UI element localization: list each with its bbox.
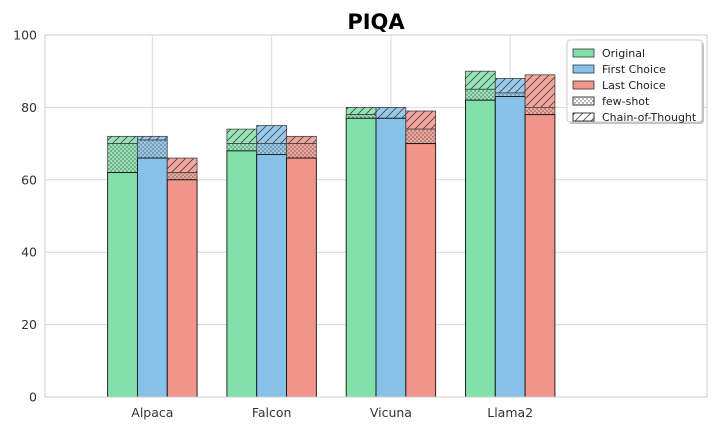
bar-cot-hatch (524, 74, 556, 108)
bar-fewshot-dots (166, 172, 198, 181)
legend: Original First Choice Last Choice few-shot C… (566, 39, 704, 124)
bar-base (256, 154, 287, 398)
legend-swatch-pattern (572, 112, 595, 122)
bar-fewshot-dots (494, 92, 526, 97)
bar-base (345, 117, 377, 398)
bar-cot-hatch (137, 135, 168, 141)
x-tick-label: Vicuna (370, 405, 412, 420)
bar-base (524, 114, 556, 398)
plot-frame (44, 34, 708, 398)
bar-base (166, 179, 198, 398)
bar-cot-hatch (405, 110, 437, 130)
bar-fewshot-dots (286, 143, 317, 159)
bar-cot-hatch (107, 135, 138, 145)
legend-label: few-shot (602, 95, 650, 108)
legend-label: Original (602, 47, 645, 60)
bar-fewshot-dots (345, 114, 377, 119)
bar-cot-hatch (256, 125, 287, 145)
bar-fewshot-dots (465, 88, 496, 101)
bar-base (286, 157, 317, 398)
legend-swatch-pattern (572, 96, 595, 106)
y-tick-label: 60 (21, 172, 37, 187)
bar-cot-hatch (226, 128, 258, 144)
bar-fewshot-dots (256, 143, 287, 155)
legend-swatch (572, 64, 595, 74)
bar-base (375, 117, 407, 398)
x-tick-label: Llama2 (487, 405, 533, 420)
bar-base (136, 157, 168, 398)
y-tick-label: 0 (29, 390, 37, 405)
bar-cot-hatch (375, 107, 407, 119)
bar-fewshot-dots (524, 107, 556, 116)
bar-cot-hatch (286, 135, 317, 145)
bar-base (226, 150, 258, 398)
bars (107, 70, 556, 398)
bar-cot-hatch (494, 78, 526, 94)
legend-label: Last Choice (602, 79, 666, 92)
x-tick-label: Alpaca (131, 405, 173, 420)
legend-swatch (572, 48, 595, 58)
bar-fewshot-dots (137, 139, 168, 159)
y-tick-label: 40 (21, 245, 37, 260)
bar-cot-hatch (345, 107, 377, 116)
chart-title: PIQA (347, 10, 405, 34)
legend-label: First Choice (602, 63, 666, 76)
y-tick-label: 80 (21, 100, 37, 115)
x-tick-label: Falcon (252, 405, 292, 420)
tick-labels: 0 20 40 60 80 100 Alpaca Falcon Vicuna Llama2 (13, 28, 533, 421)
bar-fewshot-dots (107, 143, 138, 173)
legend-label: Chain-of-Thought (602, 111, 697, 124)
bar-fewshot-dots (405, 128, 437, 144)
bar-cot-hatch (465, 70, 496, 90)
bar-base (494, 96, 526, 398)
bar-base (465, 99, 496, 398)
y-tick-label: 100 (13, 28, 37, 43)
legend-box (566, 39, 703, 123)
bar-base (405, 143, 437, 398)
bar-base (107, 172, 138, 398)
bar-fewshot-dots (226, 143, 258, 152)
y-tick-label: 20 (21, 317, 37, 332)
bar-cot-hatch (166, 157, 198, 173)
legend-swatch (572, 80, 595, 90)
